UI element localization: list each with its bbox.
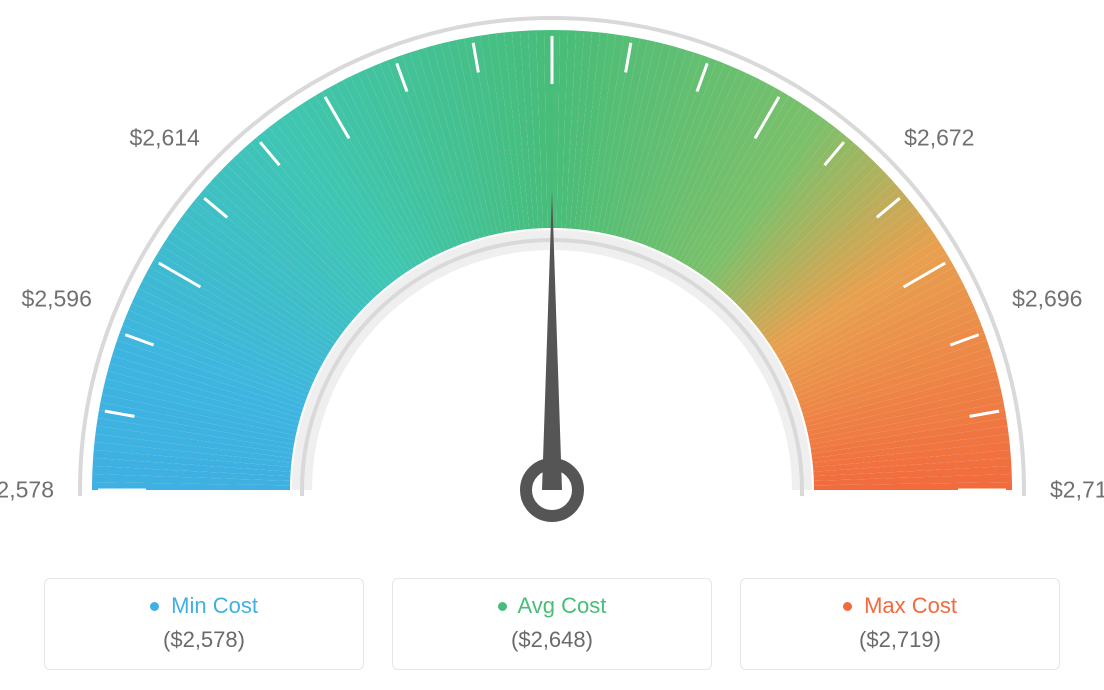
legend-title-text: Min Cost bbox=[171, 593, 258, 618]
legend-value-min: ($2,578) bbox=[55, 627, 353, 653]
cost-gauge-widget: $2,578$2,596$2,614$2,648$2,672$2,696$2,7… bbox=[0, 0, 1104, 690]
legend-row: Min Cost ($2,578) Avg Cost ($2,648) Max … bbox=[0, 578, 1104, 670]
gauge-svg bbox=[0, 0, 1104, 540]
legend-value-max: ($2,719) bbox=[751, 627, 1049, 653]
legend-title-text: Max Cost bbox=[864, 593, 957, 618]
gauge-tick-label: $2,672 bbox=[904, 124, 974, 151]
dot-icon bbox=[150, 602, 159, 611]
legend-card-max: Max Cost ($2,719) bbox=[740, 578, 1060, 670]
dot-icon bbox=[498, 602, 507, 611]
legend-title-max: Max Cost bbox=[751, 593, 1049, 619]
legend-title-text: Avg Cost bbox=[518, 593, 607, 618]
gauge-tick-label: $2,696 bbox=[1012, 286, 1082, 313]
legend-value-avg: ($2,648) bbox=[403, 627, 701, 653]
gauge-tick-label: $2,719 bbox=[1050, 477, 1104, 504]
gauge-tick-label: $2,578 bbox=[0, 477, 54, 504]
gauge-tick-label: $2,614 bbox=[130, 124, 200, 151]
legend-title-avg: Avg Cost bbox=[403, 593, 701, 619]
legend-title-min: Min Cost bbox=[55, 593, 353, 619]
legend-card-avg: Avg Cost ($2,648) bbox=[392, 578, 712, 670]
gauge-chart: $2,578$2,596$2,614$2,648$2,672$2,696$2,7… bbox=[0, 0, 1104, 540]
legend-card-min: Min Cost ($2,578) bbox=[44, 578, 364, 670]
gauge-tick-label: $2,596 bbox=[22, 286, 92, 313]
dot-icon bbox=[843, 602, 852, 611]
